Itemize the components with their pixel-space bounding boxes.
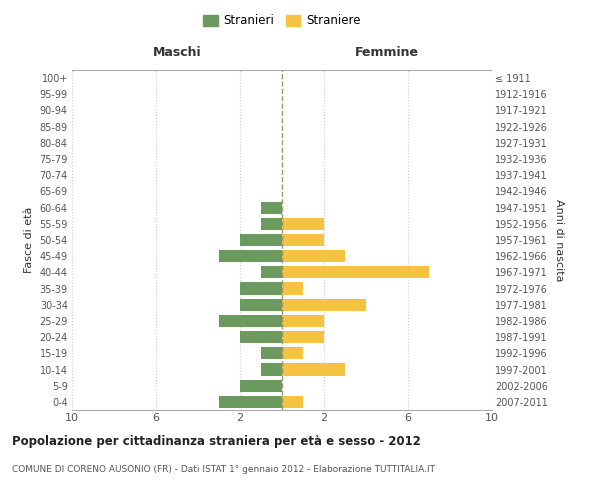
Bar [282, 250, 345, 262]
Y-axis label: Anni di nascita: Anni di nascita [554, 198, 565, 281]
Bar [282, 348, 303, 360]
Bar [282, 218, 324, 230]
Bar [261, 202, 282, 213]
Bar [261, 364, 282, 376]
Bar [282, 396, 303, 408]
Bar [261, 218, 282, 230]
Bar [282, 298, 366, 311]
Bar [261, 348, 282, 360]
Bar [219, 250, 282, 262]
Bar [282, 364, 345, 376]
Bar [282, 282, 303, 294]
Bar [282, 331, 324, 343]
Bar [261, 266, 282, 278]
Text: Femmine: Femmine [355, 46, 419, 59]
Bar [219, 315, 282, 327]
Bar [240, 331, 282, 343]
Text: Maschi: Maschi [152, 46, 202, 59]
Bar [219, 396, 282, 408]
Bar [240, 298, 282, 311]
Bar [282, 234, 324, 246]
Bar [282, 266, 429, 278]
Text: COMUNE DI CORENO AUSONIO (FR) - Dati ISTAT 1° gennaio 2012 - Elaborazione TUTTIT: COMUNE DI CORENO AUSONIO (FR) - Dati IST… [12, 465, 435, 474]
Bar [240, 380, 282, 392]
Bar [282, 315, 324, 327]
Bar [240, 234, 282, 246]
Bar [240, 282, 282, 294]
Text: Popolazione per cittadinanza straniera per età e sesso - 2012: Popolazione per cittadinanza straniera p… [12, 435, 421, 448]
Y-axis label: Fasce di età: Fasce di età [24, 207, 34, 273]
Legend: Stranieri, Straniere: Stranieri, Straniere [200, 11, 364, 31]
